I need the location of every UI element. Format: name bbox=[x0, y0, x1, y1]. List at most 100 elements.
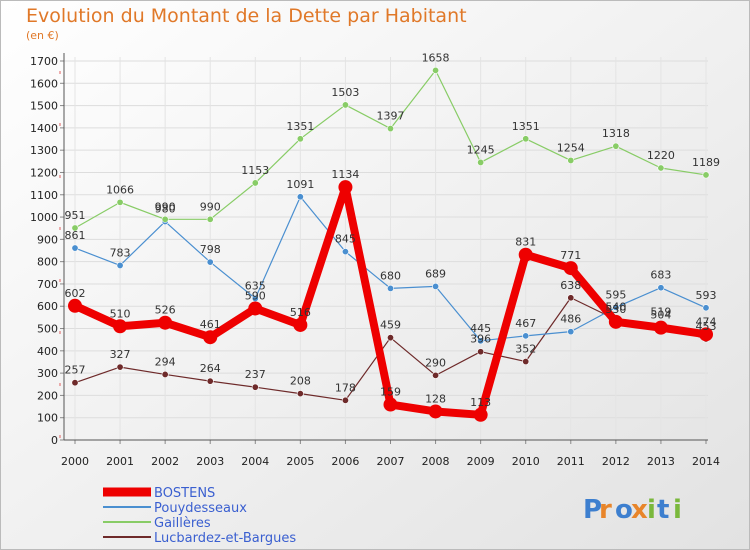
x-tick-label: 2002 bbox=[151, 455, 179, 468]
data-label: 798 bbox=[200, 243, 221, 256]
series-layer bbox=[68, 66, 713, 422]
data-label: 396 bbox=[470, 333, 491, 346]
data-label: 516 bbox=[290, 306, 311, 319]
data-label: 352 bbox=[515, 343, 536, 356]
data-point bbox=[296, 193, 304, 201]
data-point bbox=[563, 261, 578, 276]
data-point bbox=[432, 282, 440, 290]
data-point bbox=[338, 180, 353, 195]
y-tick-label: 1200 bbox=[30, 166, 58, 179]
data-point bbox=[341, 396, 349, 404]
data-point bbox=[293, 317, 308, 332]
x-tick-label: 2006 bbox=[331, 455, 359, 468]
data-label: 486 bbox=[560, 313, 581, 326]
data-label: 951 bbox=[65, 209, 86, 222]
data-label: 1658 bbox=[422, 51, 450, 64]
y-tick-label: 1300 bbox=[30, 144, 58, 157]
data-point bbox=[699, 327, 713, 342]
x-tick-label: 2001 bbox=[106, 455, 134, 468]
data-label: 1397 bbox=[377, 110, 405, 123]
data-point bbox=[116, 363, 124, 371]
data-point bbox=[206, 258, 214, 266]
data-point bbox=[386, 284, 394, 292]
series-gaill-res bbox=[71, 66, 710, 232]
data-point bbox=[612, 303, 620, 311]
x-tick-label: 2009 bbox=[467, 455, 495, 468]
data-label: 257 bbox=[65, 364, 86, 377]
data-label: 461 bbox=[200, 318, 221, 331]
logo-letter: r bbox=[599, 495, 612, 525]
data-label: 467 bbox=[515, 317, 536, 330]
data-label: 530 bbox=[605, 303, 626, 316]
data-label: 683 bbox=[650, 269, 671, 282]
x-axis-ticks: 2000 2001 2002 2003 2004 2005 2006 2007 2008 2009… bbox=[61, 455, 720, 468]
data-label: 990 bbox=[200, 200, 221, 213]
legend-label: Lucbardez-et-Bargues bbox=[154, 531, 296, 546]
y-tick-label: 500 bbox=[37, 323, 58, 336]
legend-label: Pouydesseaux bbox=[154, 501, 247, 516]
data-point bbox=[477, 348, 485, 356]
data-point bbox=[518, 247, 533, 262]
data-label: 510 bbox=[110, 307, 131, 320]
chart-title: Evolution du Montant de la Dette par Hab… bbox=[26, 5, 467, 27]
x-tick-label: 2014 bbox=[692, 455, 720, 468]
data-point bbox=[567, 156, 575, 164]
data-point bbox=[608, 314, 623, 329]
data-label: 680 bbox=[380, 269, 401, 282]
data-label: 519 bbox=[650, 305, 671, 318]
x-tick-label: 2008 bbox=[422, 455, 450, 468]
data-point bbox=[612, 142, 620, 150]
data-label: 1066 bbox=[106, 183, 134, 196]
y-tick-label: 1700 bbox=[30, 55, 58, 68]
data-label: 113 bbox=[470, 396, 491, 409]
y-tick-label: 0 bbox=[51, 434, 58, 447]
data-label: 1153 bbox=[241, 164, 269, 177]
data-point bbox=[251, 383, 259, 391]
data-point bbox=[203, 330, 218, 345]
y-tick-label: 300 bbox=[37, 367, 58, 380]
data-label: 504 bbox=[650, 309, 671, 322]
data-label: 1254 bbox=[557, 141, 585, 154]
data-label: 128 bbox=[425, 392, 446, 405]
data-point bbox=[477, 158, 485, 166]
data-point bbox=[68, 298, 82, 313]
data-label: 845 bbox=[335, 233, 356, 246]
data-point bbox=[71, 244, 79, 252]
data-label: 590 bbox=[245, 289, 266, 302]
data-label: 290 bbox=[425, 356, 446, 369]
data-point bbox=[116, 198, 124, 206]
data-point bbox=[206, 377, 214, 385]
legend-label: BOSTENS bbox=[154, 486, 215, 501]
data-label: 638 bbox=[560, 279, 581, 292]
data-point bbox=[161, 370, 169, 378]
data-label: 294 bbox=[155, 355, 176, 368]
data-label: 689 bbox=[425, 267, 446, 280]
data-label: 159 bbox=[380, 386, 401, 399]
data-label: 1189 bbox=[692, 156, 720, 169]
data-point bbox=[386, 334, 394, 342]
logo-letter: P bbox=[583, 495, 602, 525]
y-tick-label: 700 bbox=[37, 278, 58, 291]
series-bostens bbox=[68, 180, 713, 422]
data-point bbox=[341, 248, 349, 256]
x-tick-label: 2000 bbox=[61, 455, 89, 468]
data-label: 327 bbox=[110, 348, 131, 361]
data-label: 1318 bbox=[602, 127, 630, 140]
x-tick-label: 2010 bbox=[512, 455, 540, 468]
y-tick-label: 1500 bbox=[30, 100, 58, 113]
data-point bbox=[161, 215, 169, 223]
data-point bbox=[386, 125, 394, 133]
x-tick-label: 2013 bbox=[647, 455, 675, 468]
y-tick-label: 1400 bbox=[30, 122, 58, 135]
data-point bbox=[657, 164, 665, 172]
y-tick-label: 600 bbox=[37, 300, 58, 313]
y-tick-label: 800 bbox=[37, 256, 58, 269]
proxiti-logo: Pr ox i t i bbox=[583, 495, 682, 525]
data-label: 1351 bbox=[512, 120, 540, 133]
data-label: 595 bbox=[605, 288, 626, 301]
data-label: 540 bbox=[605, 301, 626, 314]
data-label: 1091 bbox=[286, 178, 314, 191]
data-point bbox=[567, 294, 575, 302]
data-label: 459 bbox=[380, 319, 401, 332]
